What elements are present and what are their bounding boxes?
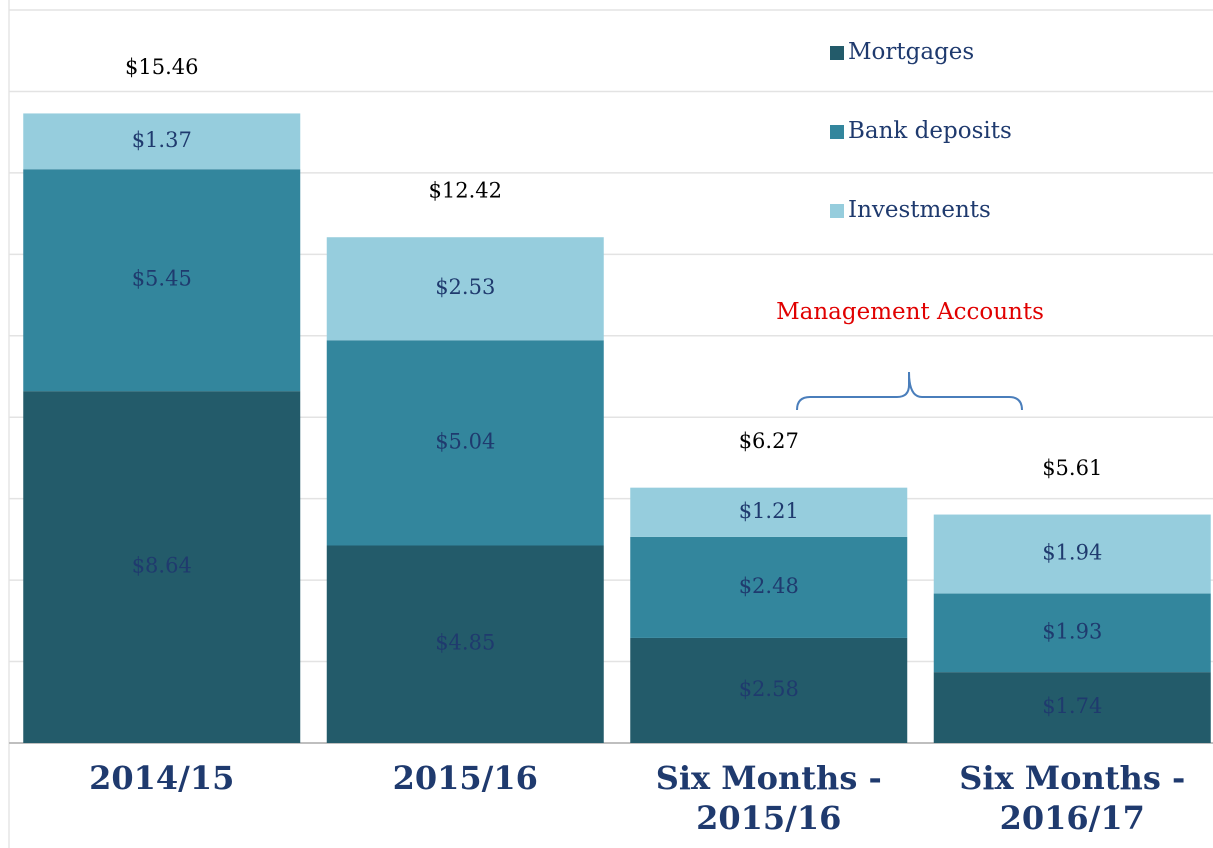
- annotation: Management Accounts: [776, 299, 1044, 325]
- bar-segment: [933, 514, 1211, 594]
- bar-segment: [326, 545, 604, 743]
- value-label: $5.04: [435, 429, 495, 453]
- legend-label: Investments: [848, 197, 991, 223]
- value-label: $2.53: [435, 275, 495, 299]
- value-label: $1.37: [132, 128, 192, 152]
- value-label: $1.94: [1042, 541, 1102, 565]
- legend-swatch: [830, 46, 844, 60]
- value-label: $5.45: [132, 267, 192, 291]
- value-label: $1.21: [739, 499, 799, 523]
- value-label: $1.74: [1042, 694, 1102, 718]
- x-tick-label: 2015/16: [392, 759, 538, 797]
- value-label: $4.85: [435, 631, 495, 655]
- brace: [796, 371, 1023, 411]
- value-label: $8.64: [132, 554, 192, 578]
- legend-swatch: [830, 204, 844, 218]
- x-tick-label: Six Months - 2016/17: [959, 759, 1186, 837]
- bar-segment: [326, 340, 604, 546]
- bar-segment: [630, 536, 908, 638]
- bar-segment: [23, 169, 301, 392]
- value-label: $2.48: [739, 574, 799, 598]
- x-tick-label: 2014/15: [89, 759, 235, 797]
- bar-segment: [23, 113, 301, 170]
- bar-segment: [630, 487, 908, 537]
- total-label: $12.42: [429, 179, 502, 203]
- bar-segment: [933, 593, 1211, 673]
- bar-segment: [23, 391, 301, 743]
- legend-swatch: [830, 125, 844, 139]
- total-label: $6.27: [739, 429, 799, 453]
- bar-segment: [630, 637, 908, 743]
- value-label: $1.93: [1042, 619, 1102, 643]
- bar-segment: [933, 672, 1211, 743]
- legend-label: Bank deposits: [848, 118, 1012, 144]
- total-label: $5.61: [1042, 456, 1102, 480]
- legend-label: Mortgages: [848, 39, 974, 65]
- value-label: $2.58: [739, 677, 799, 701]
- x-tick-label: Six Months - 2015/16: [655, 759, 882, 837]
- bar-segment: [326, 237, 604, 341]
- total-label: $15.46: [125, 55, 198, 79]
